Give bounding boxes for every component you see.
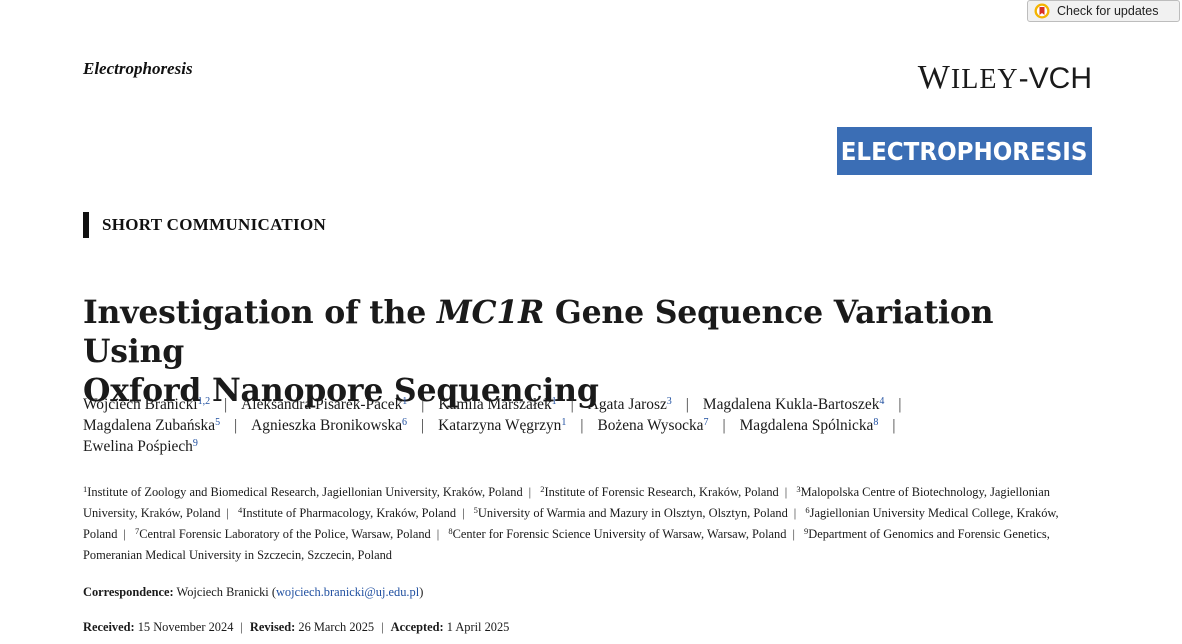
accepted-date: 1 April 2025 — [446, 620, 510, 634]
affiliation: 9Department of Genomics and Forensic Gen… — [83, 526, 1050, 562]
separator: | — [421, 417, 425, 434]
separator: | — [234, 417, 238, 434]
affiliation-list: 1Institute of Zoology and Biomedical Res… — [83, 484, 1059, 562]
check-for-updates-label: Check for updates — [1057, 4, 1159, 18]
received-date: 15 November 2024 — [137, 620, 234, 634]
separator: | — [580, 417, 584, 434]
author[interactable]: Katarzyna Węgrzyn1 — [438, 417, 567, 434]
author[interactable]: Bożena Wysocka7 — [597, 417, 709, 434]
journal-name: Electrophoresis — [83, 59, 193, 78]
correspondence-email-link[interactable]: wojciech.branicki@uj.edu.pl — [275, 585, 420, 599]
crossmark-icon — [1034, 3, 1050, 19]
title-part: Oxford Nanopore Sequencing — [83, 372, 599, 409]
article-title: Investigation of the MC1R Gene Sequence … — [83, 293, 1093, 410]
revised-date: 26 March 2025 — [298, 620, 375, 634]
separator: | — [898, 396, 902, 413]
affiliation: 7Central Forensic Laboratory of the Poli… — [135, 526, 431, 541]
separator: | — [570, 396, 574, 413]
article-type-label: SHORT COMMUNICATION — [102, 215, 327, 234]
author[interactable]: Magdalena Zubańska5 — [83, 417, 221, 434]
author[interactable]: Kamila Marszałek1 — [438, 396, 557, 413]
affiliation: 8Center for Forensic Science University … — [448, 526, 787, 541]
author[interactable]: Wojciech Branicki1,2 — [83, 396, 211, 413]
author-list: Wojciech Branicki1,2 | Aleksandra Pisarek-… — [83, 394, 1093, 457]
author[interactable]: Ewelina Pośpiech9 — [83, 438, 198, 455]
separator: | — [224, 396, 228, 413]
title-gene: MC1R — [436, 294, 545, 331]
publisher-logo: WILEY-VCH — [917, 59, 1092, 96]
affiliation: 6Jagiellonian University Medical College… — [83, 505, 1059, 541]
received-label: Received: — [83, 620, 135, 634]
correspondence-label: Correspondence: — [83, 585, 174, 599]
author[interactable]: Agnieszka Bronikowska6 — [251, 417, 408, 434]
author[interactable]: Magdalena Kukla-Bartoszek4 — [702, 396, 885, 413]
article-type: SHORT COMMUNICATION — [83, 211, 326, 239]
check-for-updates-button[interactable]: Check for updates — [1027, 0, 1180, 22]
separator: | — [892, 417, 896, 434]
separator: | — [421, 396, 425, 413]
affiliation: 2Institute of Forensic Research, Kraków,… — [540, 484, 779, 499]
journal-logo-text: ELECTROPHORESIS — [841, 136, 1088, 166]
separator: | — [722, 417, 726, 434]
affiliation: 3Malopolska Centre of Biotechnology, Jag… — [83, 484, 1050, 520]
title-part: Investigation of the — [83, 294, 437, 331]
article-type-marker — [83, 212, 89, 238]
accepted-label: Accepted: — [390, 620, 444, 634]
author[interactable]: Magdalena Spólnicka8 — [739, 417, 879, 434]
affiliation: 1Institute of Zoology and Biomedical Res… — [83, 484, 523, 499]
publication-dates: Received: 15 November 2024 | Revised: 26 M… — [83, 620, 510, 634]
revised-label: Revised: — [249, 620, 296, 634]
correspondence-name: Wojciech Branicki — [176, 585, 269, 599]
author[interactable]: Agata Jarosz3 — [587, 396, 672, 413]
affiliation: 5University of Warmia and Mazury in Olsz… — [473, 505, 788, 520]
title-part: Gene Sequence Variation Using — [83, 294, 994, 370]
separator: | — [685, 396, 689, 413]
affiliation: 4Institute of Pharmacology, Kraków, Pola… — [238, 505, 457, 520]
journal-logo: ELECTROPHORESIS — [837, 127, 1092, 175]
correspondence: Correspondence: Wojciech Branicki (wojci… — [83, 585, 424, 599]
author[interactable]: Aleksandra Pisarek-Pacek1 — [241, 396, 408, 413]
